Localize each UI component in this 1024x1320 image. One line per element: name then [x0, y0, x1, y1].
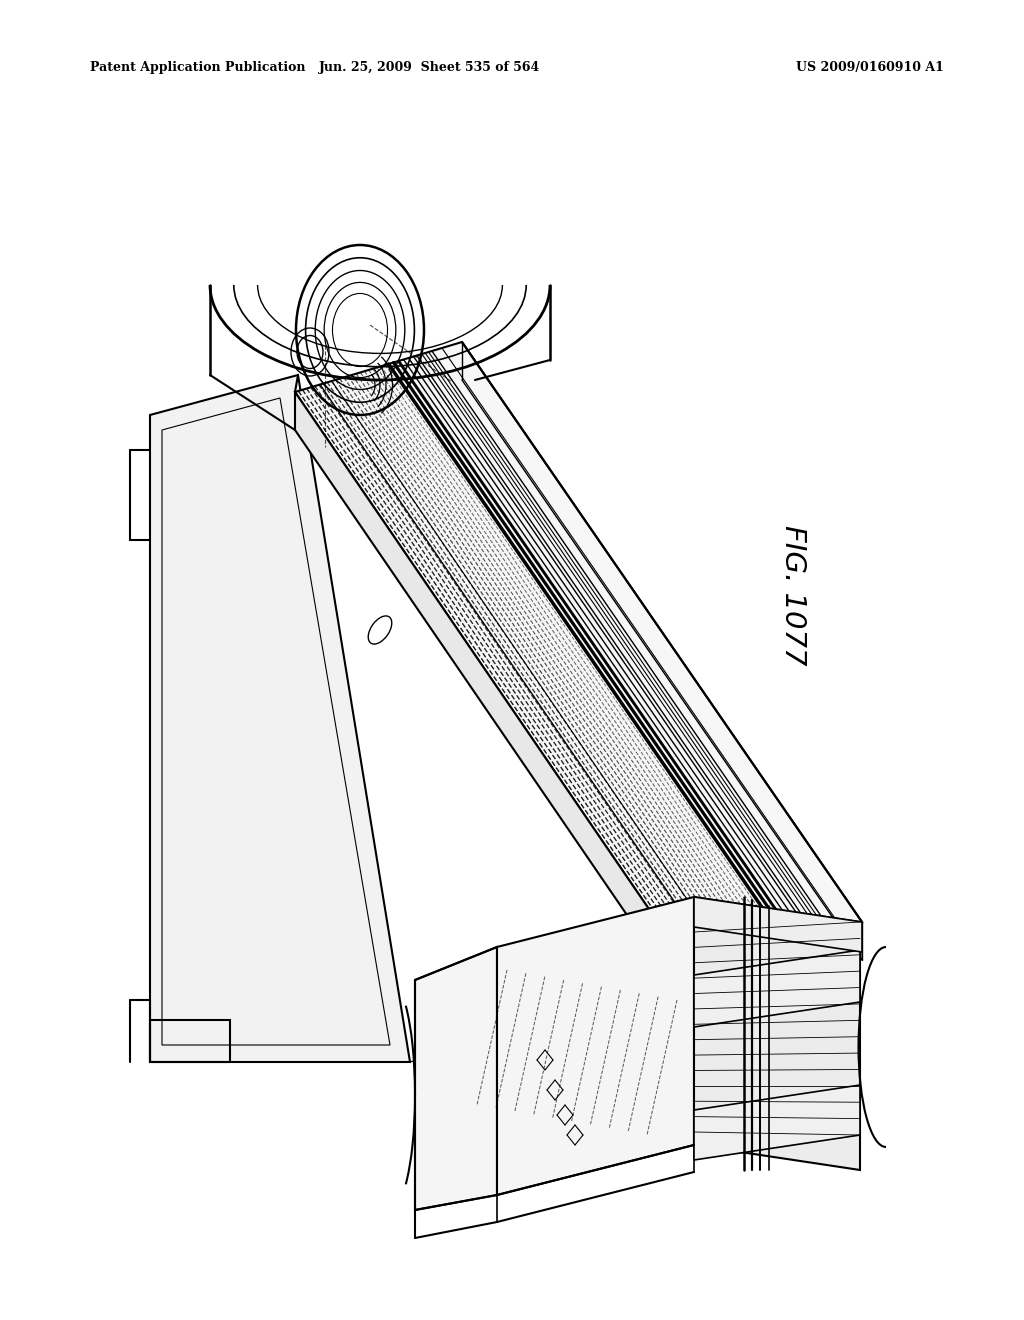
Polygon shape: [150, 375, 410, 1063]
Polygon shape: [694, 1085, 860, 1160]
Polygon shape: [694, 898, 860, 1170]
Polygon shape: [462, 342, 862, 960]
Text: Jun. 25, 2009  Sheet 535 of 564: Jun. 25, 2009 Sheet 535 of 564: [319, 62, 541, 74]
Polygon shape: [694, 898, 862, 952]
Text: US 2009/0160910 A1: US 2009/0160910 A1: [796, 62, 944, 74]
Polygon shape: [415, 946, 497, 1210]
Polygon shape: [295, 392, 692, 1010]
Polygon shape: [694, 950, 860, 1027]
Text: Patent Application Publication: Patent Application Publication: [90, 62, 305, 74]
Polygon shape: [497, 898, 694, 1195]
Text: FIG. 1077: FIG. 1077: [779, 525, 807, 665]
Polygon shape: [295, 342, 862, 972]
